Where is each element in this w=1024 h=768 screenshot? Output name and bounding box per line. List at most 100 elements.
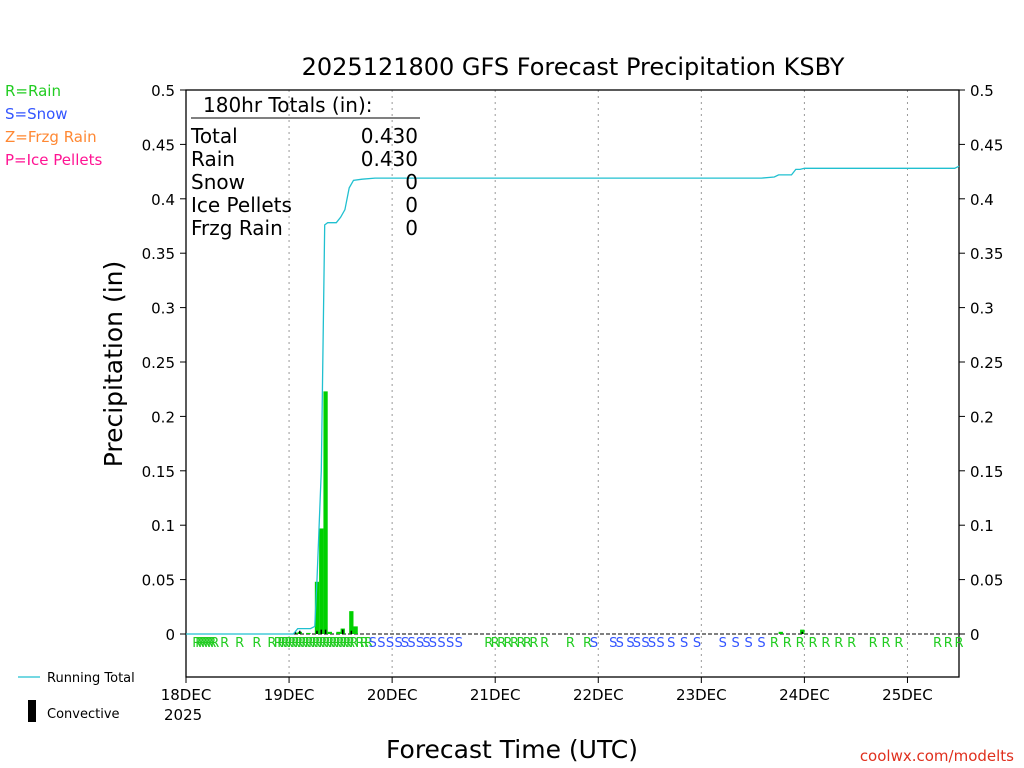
precip-type-letter: R — [770, 636, 779, 651]
precip-type-letter: R — [298, 636, 307, 651]
totals-row-label: Ice Pellets — [191, 193, 292, 217]
y-axis-right: 0 0.05 0.1 0.15 0.2 0.25 0.3 0.35 0.4 0.45 0.5 — [959, 82, 1003, 644]
precip-type-letter: R — [360, 636, 369, 651]
precip-type-letter: R — [834, 636, 843, 651]
precip-type-letter: R — [195, 636, 204, 651]
x-tick-label: 24DEC — [779, 686, 830, 704]
precip-type-letter: S — [455, 636, 463, 651]
precip-type-letter: R — [267, 636, 276, 651]
y-tick-label-right: 0 — [970, 626, 980, 644]
precip-type-letter: S — [693, 636, 701, 651]
precip-type-letter: S — [667, 636, 675, 651]
precip-type-letter: S — [446, 636, 454, 651]
precip-type-letter: R — [336, 636, 345, 651]
y-tick-label-right: 0.2 — [970, 408, 994, 426]
precip-type-letter: S — [744, 636, 752, 651]
precip-type-letter: R — [204, 636, 213, 651]
precip-type-letter: R — [808, 636, 817, 651]
series-legend: Running Total Convective — [18, 671, 135, 722]
precip-type-letter: R — [315, 636, 324, 651]
precip-type-letter: R — [484, 636, 493, 651]
x-tick-label: 22DEC — [573, 686, 624, 704]
totals-box: 180hr Totals (in): Total 0.430 Rain 0.430 Sn… — [190, 93, 420, 240]
y-tick-label-left: 0.15 — [142, 463, 175, 481]
precip-type-letter: R — [881, 636, 890, 651]
precip-type-letter: R — [529, 636, 538, 651]
y-tick-label-left: 0.1 — [151, 517, 175, 535]
precip-type-letter: R — [847, 636, 856, 651]
y-axis-left: 0 0.05 0.1 0.15 0.2 0.25 0.3 0.35 0.4 0.45 0.5 — [142, 82, 186, 644]
x-tick-label: 19DEC — [264, 686, 315, 704]
precip-type-letter: R — [491, 636, 500, 651]
precip-type-letter: R — [305, 636, 314, 651]
precip-bar — [306, 632, 311, 634]
precip-type-letter: R — [312, 636, 321, 651]
precip-type-letter: R — [497, 636, 506, 651]
y-axis-title: Precipitation (in) — [99, 261, 128, 468]
x-tick-label: 21DEC — [470, 686, 521, 704]
precip-type-letter: S — [616, 636, 624, 651]
precip-type-letter: R — [355, 636, 364, 651]
x-axis-title: Forecast Time (UTC) — [386, 735, 638, 764]
precip-type-letter: R — [301, 636, 310, 651]
precip-type-letter: R — [284, 636, 293, 651]
precip-type-letter: R — [332, 636, 341, 651]
precip-type-letter: R — [523, 636, 532, 651]
y-tick-label-left: 0.05 — [142, 572, 175, 590]
y-tick-label-right: 0.15 — [970, 463, 1003, 481]
precip-type-letter: S — [656, 636, 664, 651]
x-axis: 18DEC 19DEC 20DEC 21DEC 22DEC 23DEC 24DEC 25DEC — [161, 677, 933, 704]
precip-type-letter: R — [277, 636, 286, 651]
precip-type-letter: R — [894, 636, 903, 651]
x-tick-label: 25DEC — [882, 686, 933, 704]
precip-type-letter: R — [516, 636, 525, 651]
convective-bar — [801, 631, 804, 634]
totals-row-label: Rain — [191, 147, 235, 171]
precip-type-letter: R — [933, 636, 942, 651]
precip-type-letter: R — [540, 636, 549, 651]
precip-type-letter: S — [590, 636, 598, 651]
convective-bar — [341, 629, 344, 634]
convective-bar — [294, 631, 297, 634]
y-tick-label-left: 0.2 — [151, 408, 175, 426]
precip-type-letter: R — [198, 636, 207, 651]
precip-type-letter: R — [281, 636, 290, 651]
precip-type-letter: S — [369, 636, 377, 651]
precip-type-letter: R — [510, 636, 519, 651]
precip-type-letter: S — [680, 636, 688, 651]
precip-bar — [319, 528, 324, 634]
precip-type-letter: R — [294, 636, 303, 651]
precip-type-letter: S — [626, 636, 634, 651]
y-tick-label-left: 0.35 — [142, 245, 175, 263]
precip-type-letter: R — [821, 636, 830, 651]
type-legend-item: P=Ice Pellets — [5, 151, 102, 169]
type-legend-item: R=Rain — [5, 82, 61, 100]
precip-bars — [293, 391, 805, 634]
x-tick-label: 23DEC — [676, 686, 727, 704]
precip-type-letter: R — [504, 636, 513, 651]
convective-bar — [320, 629, 323, 634]
y-tick-label-right: 0.35 — [970, 245, 1003, 263]
precip-type-letter: R — [252, 636, 261, 651]
precip-type-letter: R — [322, 636, 331, 651]
chart-title: 2025121800 GFS Forecast Precipitation KS… — [302, 53, 845, 81]
totals-row-value: 0.430 — [361, 147, 418, 171]
precip-type-letter: S — [437, 636, 445, 651]
precip-bar — [778, 631, 783, 634]
precip-type-letter: R — [329, 636, 338, 651]
precip-type-letter: R — [346, 636, 355, 651]
precip-type-letter: S — [633, 636, 641, 651]
precip-bar — [336, 631, 341, 634]
precip-type-letter: S — [401, 636, 409, 651]
precip-type-letter: R — [291, 636, 300, 651]
convective-bar — [324, 629, 327, 634]
convective-bar — [350, 630, 353, 634]
y-tick-label-right: 0.45 — [970, 136, 1003, 154]
totals-row-value: 0 — [405, 193, 418, 217]
convective-legend-label: Convective — [47, 707, 120, 722]
precip-type-letter: R — [566, 636, 575, 651]
precip-type-letter: R — [349, 636, 358, 651]
precip-type-letter: R — [288, 636, 297, 651]
credit-text[interactable]: coolwx.com/modelts — [860, 747, 1014, 765]
